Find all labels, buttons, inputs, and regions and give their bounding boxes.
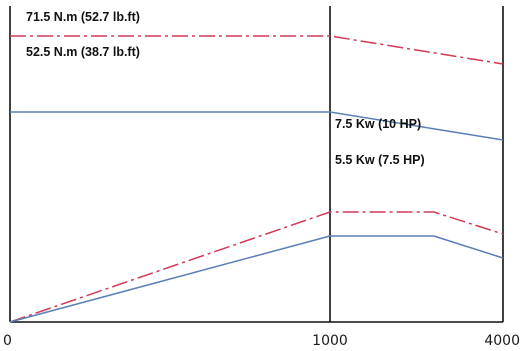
x-tick-label-0: 0 (3, 333, 12, 349)
axes (9, 6, 504, 323)
x-tick-labels: 0 1000 4000 (3, 333, 520, 349)
annotations: 71.5 N.m (52.7 lb.ft) 52.5 N.m (38.7 lb.f… (26, 10, 425, 167)
annotation-power-nominal: 5.5 Kw (7.5 HP) (335, 153, 425, 167)
annotation-torque-max: 71.5 N.m (52.7 lb.ft) (26, 10, 140, 24)
series-line-power-nominal (9, 235, 504, 323)
series-lines (9, 35, 504, 323)
series-line-power-max (9, 211, 504, 323)
annotation-power-max: 7.5 Kw (10 HP) (335, 117, 421, 131)
x-tick-label-4000: 4000 (484, 333, 520, 349)
annotation-torque-nominal: 52.5 N.m (38.7 lb.ft) (26, 45, 140, 59)
x-tick-label-1000: 1000 (312, 333, 348, 349)
